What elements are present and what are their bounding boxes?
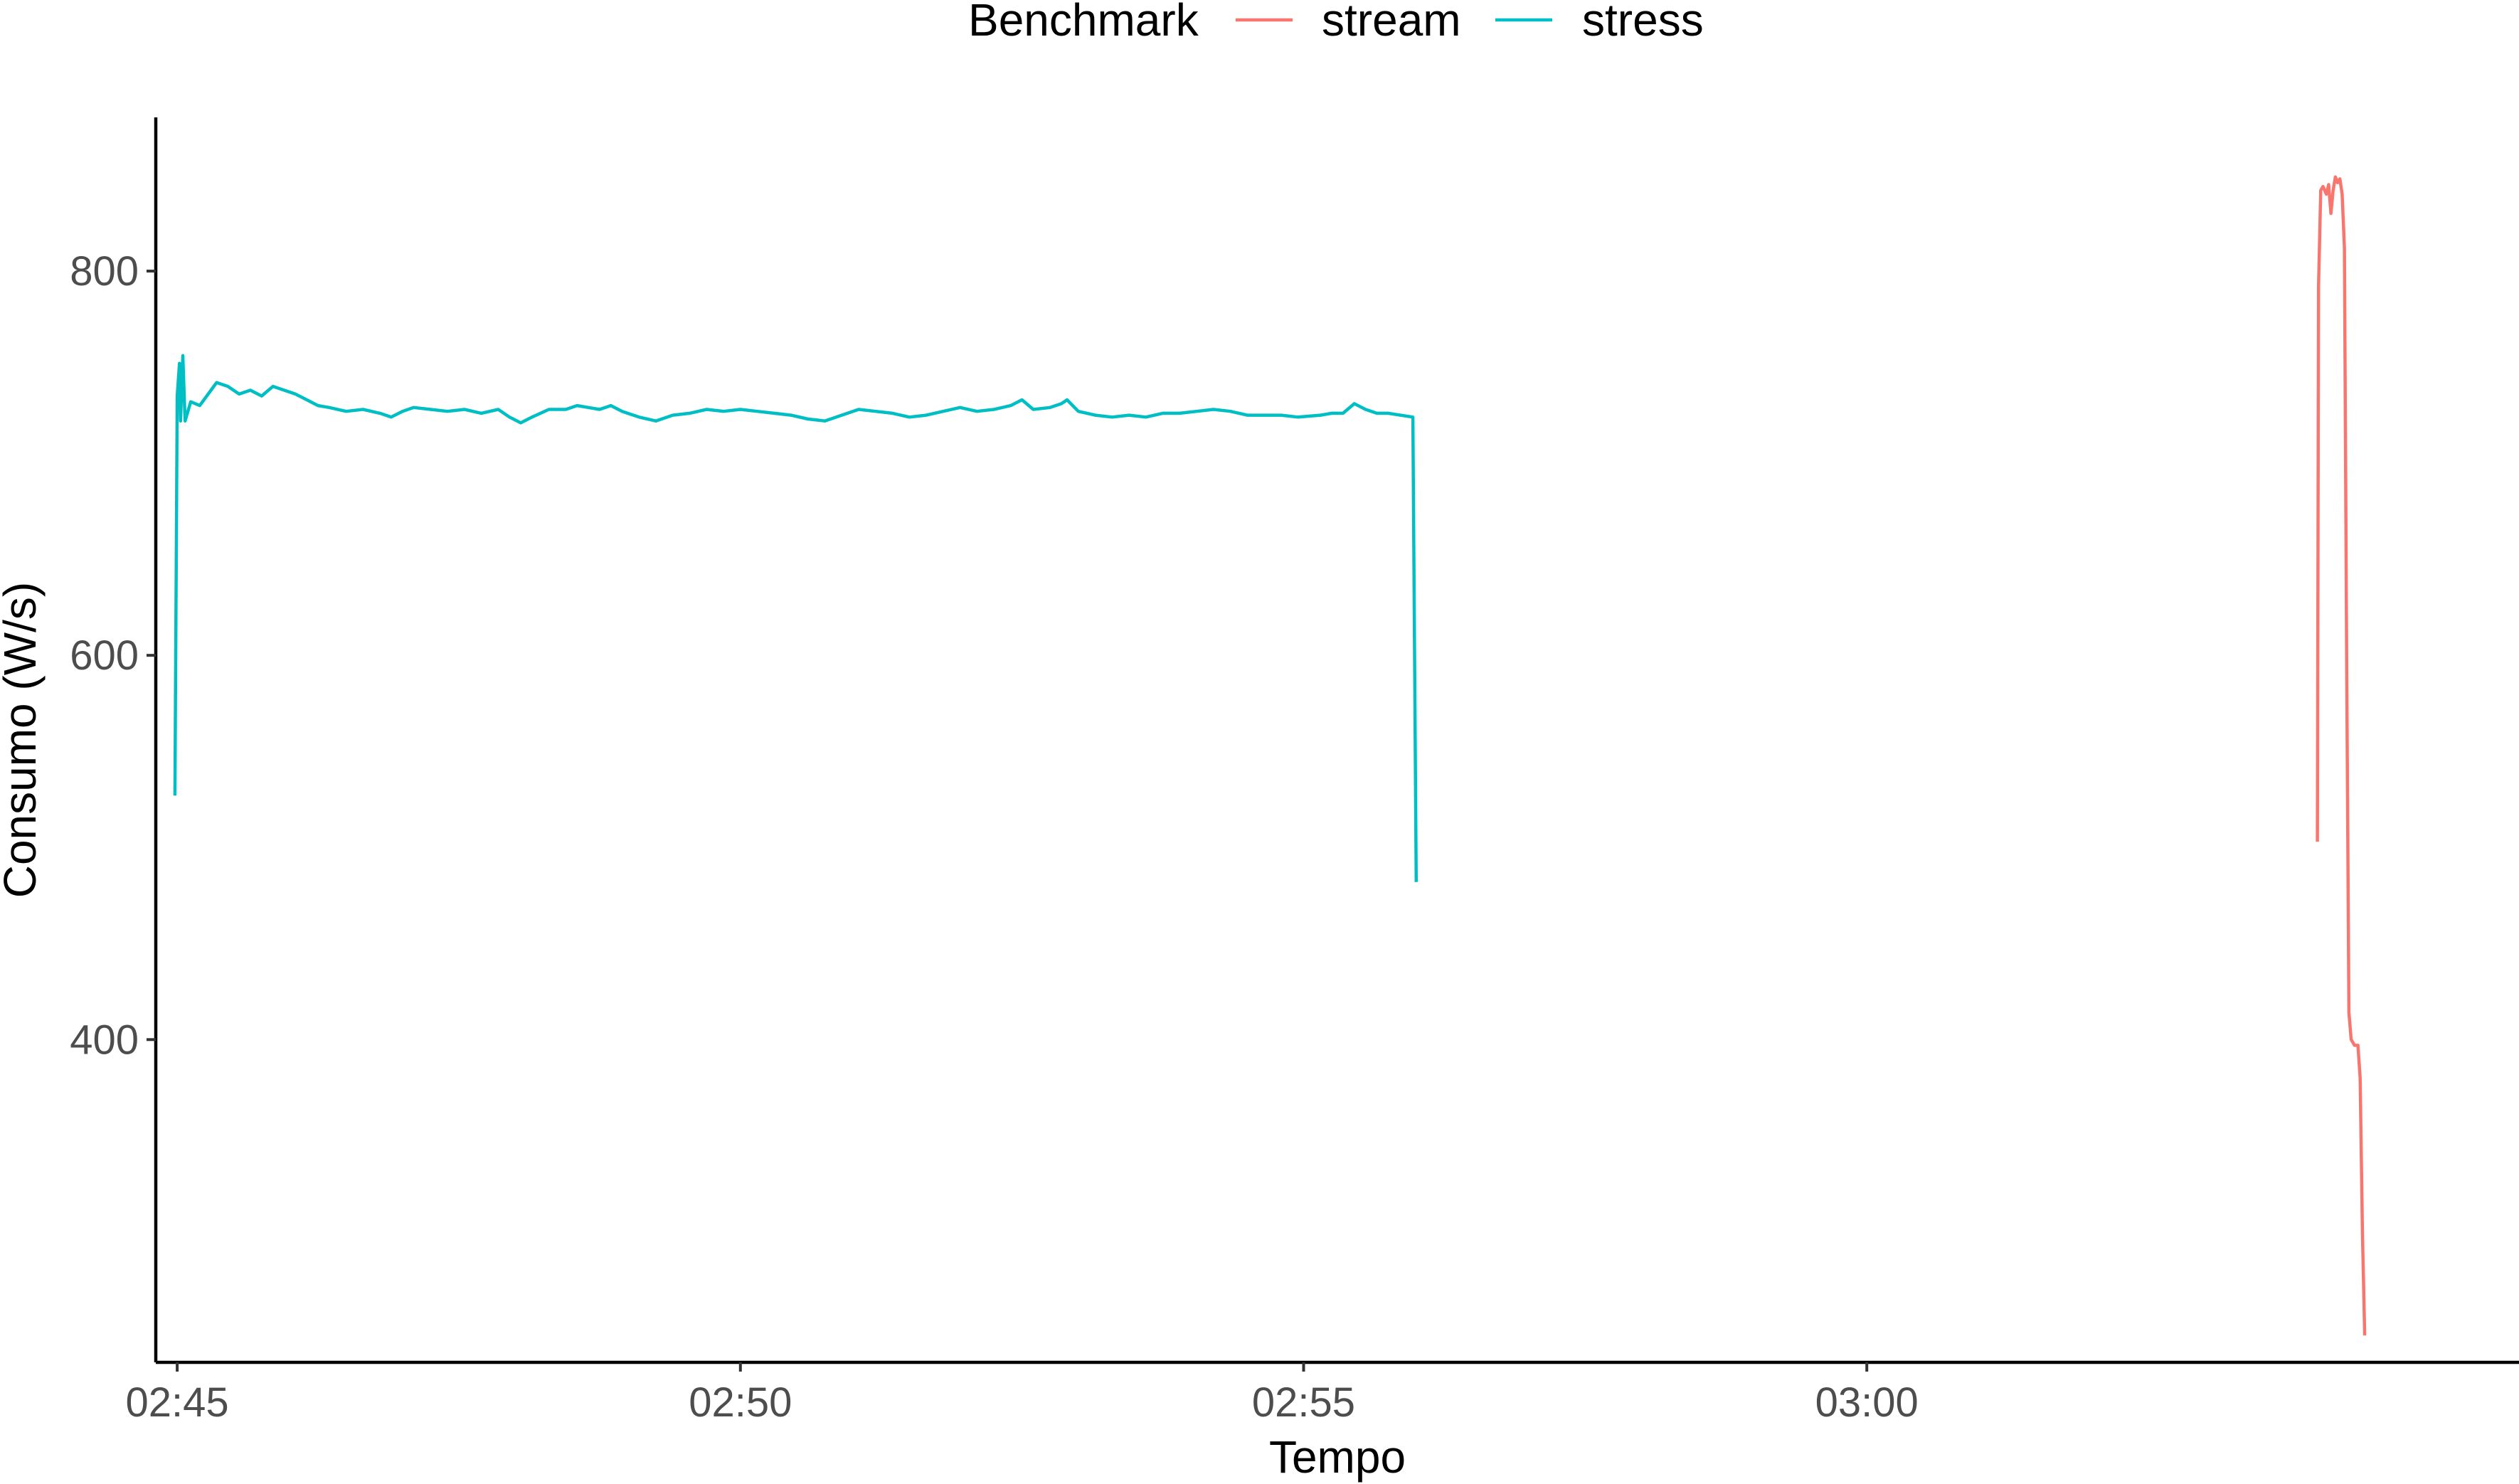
x-axis-ticks: 02:45 02:50 02:55 03:00 (126, 1362, 1919, 1426)
plot-area (173, 175, 2367, 1336)
x-tick-label: 02:55 (1252, 1379, 1355, 1426)
legend-label-stream: stream (1322, 0, 1461, 46)
x-tick-label: 03:00 (1815, 1379, 1919, 1426)
y-axis-title: Consumo (W/s) (0, 582, 46, 899)
legend-label-stress: stress (1582, 0, 1704, 46)
y-axis-ticks: 400 600 800 (70, 248, 156, 1063)
series-line-stream (2316, 175, 2367, 1336)
series-line-stress (173, 354, 1418, 882)
x-tick-label: 02:50 (689, 1379, 792, 1426)
y-tick-label: 600 (70, 632, 139, 679)
legend: Benchmark stream stress (968, 0, 1704, 46)
y-tick-label: 400 (70, 1017, 139, 1063)
legend-title: Benchmark (968, 0, 1199, 46)
y-tick-label: 800 (70, 248, 139, 295)
x-axis-title: Tempo (1269, 1431, 1406, 1483)
x-tick-label: 02:45 (126, 1379, 229, 1426)
